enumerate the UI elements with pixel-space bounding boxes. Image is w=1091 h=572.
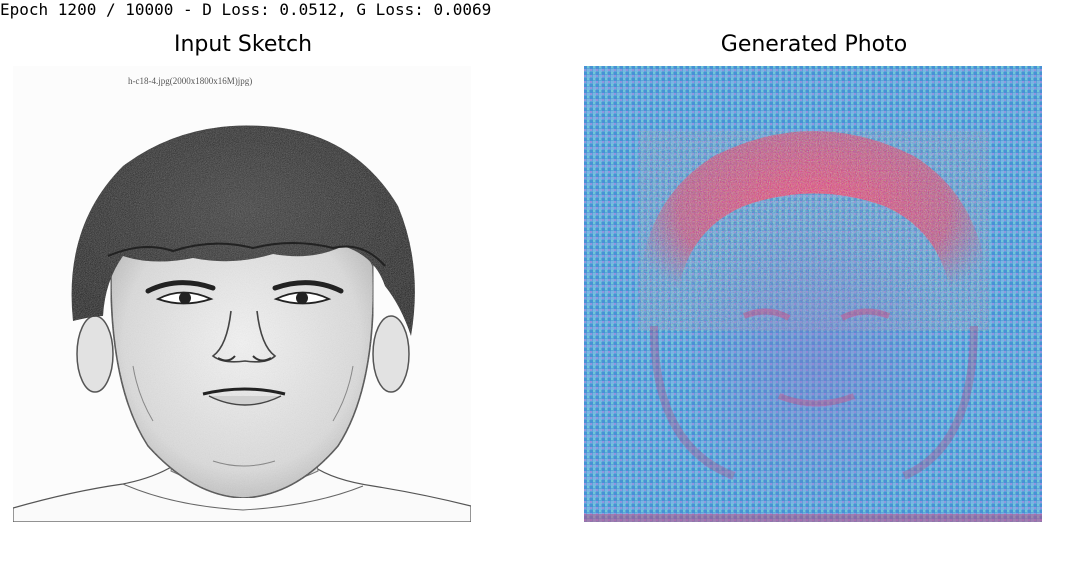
input-sketch-title: Input Sketch <box>173 32 313 57</box>
input-sketch-panel: Input Sketch <box>13 30 473 522</box>
generated-photo-panel: Generated Photo <box>584 30 1044 522</box>
generated-face-svg <box>584 66 1042 522</box>
sketch-portrait-svg: h-c18-4.jpg(2000x1800x16M)jpg) <box>13 66 471 522</box>
training-log-line: Epoch 1200 / 10000 - D Loss: 0.0512, G L… <box>0 0 492 19</box>
generated-photo-title: Generated Photo <box>720 32 908 57</box>
input-sketch-image: h-c18-4.jpg(2000x1800x16M)jpg) <box>13 66 471 522</box>
generated-photo-image <box>584 66 1042 522</box>
sketch-file-caption: h-c18-4.jpg(2000x1800x16M)jpg) <box>128 76 252 86</box>
